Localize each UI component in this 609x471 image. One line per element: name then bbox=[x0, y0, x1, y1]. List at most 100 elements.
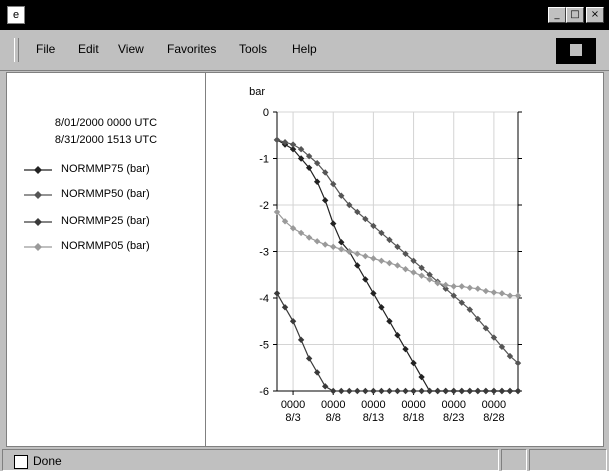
data-point bbox=[305, 152, 313, 160]
data-point bbox=[297, 229, 305, 237]
x-tick-label-date: 8/13 bbox=[363, 412, 384, 424]
data-point bbox=[506, 352, 514, 360]
windows-logo-icon bbox=[570, 44, 582, 56]
data-point bbox=[362, 276, 369, 283]
data-point bbox=[313, 178, 321, 185]
menu-view[interactable]: View bbox=[118, 42, 144, 56]
data-point bbox=[466, 306, 473, 313]
data-point bbox=[450, 292, 457, 299]
data-point bbox=[338, 239, 345, 246]
data-point bbox=[313, 238, 321, 245]
data-point bbox=[386, 236, 393, 244]
data-point bbox=[418, 373, 425, 381]
data-point bbox=[386, 318, 393, 325]
data-point bbox=[313, 159, 321, 167]
data-point bbox=[370, 255, 377, 262]
data-point bbox=[346, 201, 353, 209]
legend-label: NORMMP50 (bar) bbox=[61, 188, 150, 200]
data-point bbox=[378, 229, 385, 237]
data-point bbox=[281, 218, 289, 225]
status-panel-main bbox=[2, 449, 499, 471]
menu-help[interactable]: Help bbox=[292, 42, 317, 56]
data-point bbox=[346, 248, 353, 255]
data-point bbox=[330, 243, 337, 251]
menu-bar: File Edit View Favorites Tools Help bbox=[0, 30, 609, 71]
data-point bbox=[322, 169, 329, 176]
data-point bbox=[474, 285, 482, 292]
data-point bbox=[410, 359, 417, 367]
data-point bbox=[458, 283, 465, 290]
data-point bbox=[442, 281, 449, 289]
data-point bbox=[410, 387, 417, 395]
data-point bbox=[450, 387, 457, 395]
x-tick-label-date: 8/8 bbox=[326, 412, 341, 424]
data-point bbox=[289, 141, 297, 148]
x-tick-label-date: 8/18 bbox=[403, 412, 424, 424]
status-bar: Done bbox=[0, 447, 609, 471]
data-point bbox=[273, 208, 281, 216]
data-point bbox=[354, 387, 361, 395]
data-point bbox=[442, 387, 449, 395]
data-point bbox=[514, 387, 522, 395]
data-point bbox=[362, 252, 369, 260]
legend-label: NORMMP75 (bar) bbox=[61, 163, 150, 175]
pressure-chart: 0-1-2-3-4-5-600008/300008/800008/1300008… bbox=[249, 86, 522, 424]
close-button[interactable]: × bbox=[586, 7, 604, 23]
data-point bbox=[338, 192, 345, 199]
data-point bbox=[506, 292, 514, 299]
legend-marker-icon bbox=[24, 166, 52, 174]
x-tick-label-time: 0000 bbox=[321, 399, 345, 411]
y-tick-label: -1 bbox=[259, 154, 269, 166]
data-point bbox=[474, 315, 482, 323]
data-point bbox=[482, 325, 490, 332]
data-point bbox=[330, 180, 337, 188]
x-tick-label-time: 0000 bbox=[401, 399, 425, 411]
data-point bbox=[297, 336, 305, 344]
legend-marker-icon bbox=[24, 243, 52, 251]
data-point bbox=[482, 387, 490, 395]
data-point bbox=[506, 387, 514, 395]
data-point bbox=[394, 387, 401, 395]
data-point bbox=[394, 332, 401, 339]
data-point bbox=[273, 290, 281, 297]
data-point bbox=[402, 345, 409, 353]
data-point bbox=[434, 279, 441, 287]
data-point bbox=[498, 387, 506, 395]
data-point bbox=[289, 318, 297, 325]
data-point bbox=[297, 146, 305, 153]
data-point bbox=[474, 387, 482, 395]
menu-favorites[interactable]: Favorites bbox=[167, 42, 217, 56]
x-tick-label-date: 8/23 bbox=[443, 412, 464, 424]
data-point bbox=[370, 387, 377, 395]
data-point bbox=[354, 250, 361, 258]
toolbar-grip[interactable] bbox=[14, 38, 19, 62]
menu-tools[interactable]: Tools bbox=[239, 42, 268, 56]
data-point bbox=[402, 387, 409, 395]
data-point bbox=[498, 290, 506, 297]
minimize-button[interactable]: _ bbox=[548, 7, 566, 23]
x-tick-label-time: 0000 bbox=[482, 399, 506, 411]
data-point bbox=[458, 299, 465, 306]
data-point bbox=[394, 243, 401, 251]
legend-label: NORMMP05 (bar) bbox=[61, 240, 150, 252]
page-content: 8/01/2000 0000 UTC 8/31/2000 1513 UTC NO… bbox=[6, 72, 604, 447]
app-icon[interactable]: e bbox=[7, 6, 25, 24]
maximize-button[interactable]: □ bbox=[566, 7, 584, 23]
y-tick-label: -6 bbox=[259, 386, 269, 398]
data-point bbox=[426, 387, 433, 395]
legend-panel: 8/01/2000 0000 UTC 8/31/2000 1513 UTC NO… bbox=[7, 73, 206, 446]
menu-file[interactable]: File bbox=[36, 42, 56, 56]
data-point bbox=[305, 164, 313, 171]
data-point bbox=[434, 387, 441, 395]
data-point bbox=[322, 383, 329, 390]
data-point bbox=[370, 290, 377, 297]
data-point bbox=[354, 208, 361, 216]
menu-edit[interactable]: Edit bbox=[78, 42, 99, 56]
y-tick-label: -4 bbox=[259, 293, 269, 305]
data-point bbox=[418, 387, 425, 395]
y-tick-label: -3 bbox=[259, 247, 269, 259]
data-point bbox=[378, 387, 385, 395]
data-point bbox=[338, 245, 345, 253]
x-tick-label-date: 8/3 bbox=[285, 412, 300, 424]
x-tick-label-date: 8/28 bbox=[483, 412, 504, 424]
